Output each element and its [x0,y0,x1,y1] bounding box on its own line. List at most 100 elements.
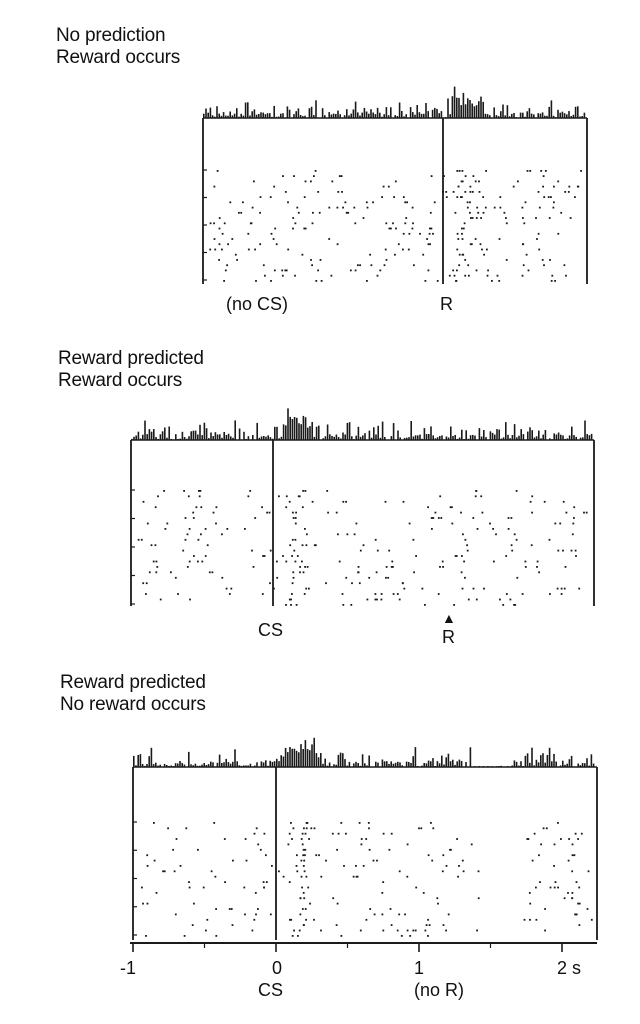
panel2-spike-dot [325,582,327,585]
panel1-hist-bar [495,115,498,118]
panel2-spike-dot [455,555,458,557]
panel2-hist-bar [359,436,362,440]
panel3-hist-bar [234,749,236,767]
panel3-spike-dot [586,908,589,910]
panel2-burst-dot [291,582,294,585]
panel1-hist-bar [467,98,469,118]
panel2-hist-bar [175,434,177,440]
panel3-hist-bar [520,761,522,767]
panel3-spike-dot [381,913,384,916]
panel3-spike-dot [531,859,534,862]
panel1-burst-dot [461,180,464,183]
panel2-burst-dot [293,549,296,552]
panel3-hist-bar [284,747,287,767]
panel1-spike-dot [254,248,256,251]
panel1-spike-dot [422,253,425,256]
panel2-spike-dot [170,571,172,574]
panel3-spike-dot [418,827,420,830]
panel3-hist-bar [410,763,412,767]
panel3-spike-dot [245,859,248,862]
panel1-spike-dot [408,232,411,235]
panel1-hist-bar [440,111,443,118]
panel3-spike-dot [415,886,418,889]
panel2-spike-dot [342,604,345,606]
panel2-spike-dot [430,517,433,519]
panel3-spike-dot [153,822,155,824]
panel3-burst-dot [300,859,303,862]
panel1-spike-dot [569,217,572,219]
panel2-hist-bar [144,420,146,440]
panel2-spike-dot [531,511,533,514]
panel2-spike-dot [392,593,395,595]
panel3-spike-dot [457,875,459,878]
panel3-burst-dot [302,854,305,857]
panel1-hist-bar [205,108,207,118]
panel2-hist-bar [509,438,511,440]
panel3-spike-dot [254,892,257,894]
panel3-spike-dot [577,838,579,840]
panel1-spike-dot [216,170,219,172]
panel3-spike-dot [287,843,290,846]
panel3-spike-dot [243,886,246,889]
panel2-spike-dot [366,598,369,601]
panel1-hist-bar [482,101,484,118]
panel3-spike-dot [458,865,460,867]
panel1-nocs-label: (no CS) [226,294,289,314]
panel2-spike-dot [276,560,278,563]
panel3-spike-dot [388,848,391,851]
panel3-spike-dot [427,854,430,857]
panel1-hist-bar [484,113,487,118]
panel2-hist-bar [507,434,509,440]
panel2-burst-dot [295,604,298,606]
panel3-burst-dot [300,875,303,878]
panel1-burst-dot [469,201,471,204]
panel3-spike-dot [141,886,143,889]
panel3-hist-bar [441,755,443,767]
panel2-spike-dot [403,587,406,590]
panel3-spike-dot [432,827,435,830]
panel2-hist-bar [417,435,419,440]
panel2-burst-dot [285,560,288,563]
panel1-spike-dot [486,248,488,251]
panel3-spike-dot [179,865,182,867]
panel3-hist-bar [225,758,227,767]
panel2-hist-bar [315,426,318,440]
panel2-hist-bar [516,437,518,440]
panel3-spike-dot [390,832,393,835]
panel3-hist-bar [460,761,463,767]
xtick-label-1: 1 [414,958,425,978]
panel3-hist-bar [309,750,311,767]
panel3-hist-bar [425,763,428,767]
panel2-hist-bar [436,437,439,440]
panel2-burst-dot [304,490,307,492]
panel3-hist-bar [551,761,553,767]
panel3-spike-dot [545,827,548,830]
panel3-hist-bar [313,737,315,767]
panel3-spike-dot [539,881,541,883]
panel2-spike-dot [269,549,272,552]
panel1-spike-dot [331,180,334,183]
panel1-burst-dot [474,238,477,240]
panel3-hist-bar [139,754,142,767]
panel1-hist-bar [423,113,425,118]
panel3-spike-dot [359,929,362,932]
panel1-hist-bar [330,114,333,118]
panel1-spike-dot [218,227,221,230]
panel1-spike-dot [311,264,313,267]
panel2-spike-dot [560,587,563,590]
panel1-hist-bar [286,106,289,118]
panel1-hist-bar [453,86,456,118]
panel2-hist-bar [348,422,351,440]
panel1-spike-dot [282,175,284,177]
panel2-hist-bar [331,435,333,440]
panel1-title-line2: Reward occurs [56,47,181,68]
panel1-hist-bar [427,111,429,118]
panel3-spike-dot [577,902,579,905]
panel1-hist-bar [218,113,220,118]
panel3-spike-dot [523,918,526,921]
panel3-spike-dot [456,838,458,840]
panel3-hist-bar [355,761,357,767]
panel2-spike-dot [481,511,484,514]
panel3-hist-bar [221,762,223,767]
